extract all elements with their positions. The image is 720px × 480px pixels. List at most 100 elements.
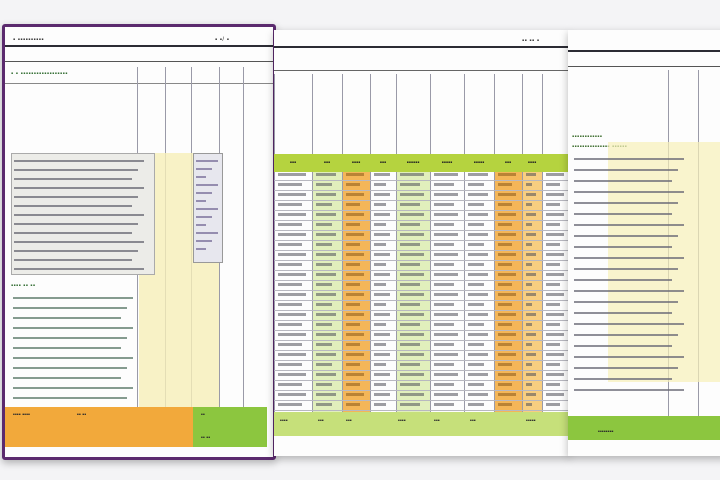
cell-mark	[546, 263, 560, 266]
table-row	[14, 241, 144, 243]
grid-divider	[522, 74, 523, 436]
cell-mark	[346, 403, 360, 406]
cell-mark	[374, 313, 390, 316]
cell-mark	[468, 203, 484, 206]
cell-mark	[400, 223, 420, 226]
grid-row-line	[274, 380, 570, 381]
cell-mark	[434, 313, 458, 316]
cell-mark	[346, 253, 364, 256]
cell-mark	[316, 373, 336, 376]
cell-mark	[498, 293, 516, 296]
cell-mark	[374, 383, 386, 386]
cell-mark	[468, 393, 488, 396]
cell-mark	[498, 393, 516, 396]
cell-mark	[546, 193, 564, 196]
footer-cell: ▪▪▪	[434, 418, 440, 424]
table-row	[14, 223, 138, 225]
table-row	[196, 224, 206, 226]
cell-mark	[434, 253, 458, 256]
cell-mark	[346, 183, 360, 186]
table-row	[14, 232, 132, 234]
cell-mark	[498, 283, 512, 286]
grid-divider	[494, 74, 495, 436]
cell-mark	[374, 283, 386, 286]
list-item	[574, 235, 678, 237]
cell-mark	[546, 253, 564, 256]
cell-mark	[316, 353, 336, 356]
cell-mark	[498, 343, 512, 346]
table-row	[196, 232, 218, 234]
orange-footer	[5, 407, 193, 447]
cell-mark	[316, 263, 332, 266]
cell-mark	[346, 243, 360, 246]
cell-mark	[468, 403, 484, 406]
grid-row-line	[274, 280, 570, 281]
cell-mark	[434, 303, 454, 306]
right-detail-list	[572, 156, 702, 416]
cell-mark	[526, 293, 536, 296]
table-row	[196, 176, 206, 178]
list-item	[574, 356, 684, 358]
cell-mark	[526, 213, 536, 216]
footer-band	[274, 412, 570, 436]
cell-mark	[546, 313, 564, 316]
footer-left-text: ▪▪▪▪ ▪▪▪▪	[13, 412, 31, 418]
cell-mark	[400, 363, 420, 366]
cell-mark	[400, 323, 420, 326]
cell-mark	[546, 363, 560, 366]
grid-column	[370, 172, 396, 412]
grid-row-line	[274, 200, 570, 201]
cell-mark	[374, 193, 390, 196]
cell-mark	[374, 273, 390, 276]
cell-mark	[346, 293, 364, 296]
title-rule	[5, 45, 273, 47]
cell-mark	[546, 223, 560, 226]
table-row	[14, 187, 144, 189]
cell-mark	[400, 393, 424, 396]
cell-mark	[498, 253, 516, 256]
grid-row-line	[274, 410, 570, 411]
cell-mark	[346, 353, 364, 356]
footer-cell: ▪▪▪	[318, 418, 324, 424]
grid-row-line	[274, 180, 570, 181]
cell-mark	[374, 333, 390, 336]
left-title: ▪ ▪▪▪▪▪▪▪▪▪▪	[13, 37, 45, 43]
list-item	[574, 279, 672, 281]
cell-mark	[468, 263, 484, 266]
cell-mark	[498, 243, 512, 246]
cell-mark	[546, 373, 564, 376]
column-header: ▪▪▪▪▪▪	[406, 160, 420, 166]
cell-mark	[316, 273, 336, 276]
cell-mark	[498, 333, 516, 336]
cell-mark	[400, 343, 420, 346]
cell-mark	[346, 283, 360, 286]
cell-mark	[400, 293, 424, 296]
list-item	[13, 327, 133, 329]
cell-mark	[498, 273, 516, 276]
cell-mark	[346, 273, 364, 276]
grid-row-line	[274, 210, 570, 211]
cell-mark	[468, 173, 488, 176]
cell-mark	[346, 303, 360, 306]
cell-mark	[498, 223, 512, 226]
cell-mark	[346, 363, 360, 366]
cell-mark	[400, 313, 424, 316]
cell-mark	[498, 193, 516, 196]
cell-mark	[546, 233, 564, 236]
cell-mark	[526, 233, 536, 236]
cell-mark	[278, 373, 306, 376]
cell-mark	[526, 283, 532, 286]
cell-mark	[434, 243, 454, 246]
column-header: ▪▪▪▪▪	[473, 160, 485, 166]
cell-mark	[374, 393, 390, 396]
grid-row-line	[274, 320, 570, 321]
cell-mark	[278, 173, 306, 176]
cell-mark	[498, 383, 512, 386]
cell-mark	[526, 373, 536, 376]
column-header: ▪▪▪	[323, 160, 331, 166]
grid-column	[342, 172, 370, 412]
cell-mark	[346, 393, 364, 396]
cell-mark	[374, 183, 386, 186]
cell-mark	[278, 213, 306, 216]
grid-row-line	[274, 230, 570, 231]
